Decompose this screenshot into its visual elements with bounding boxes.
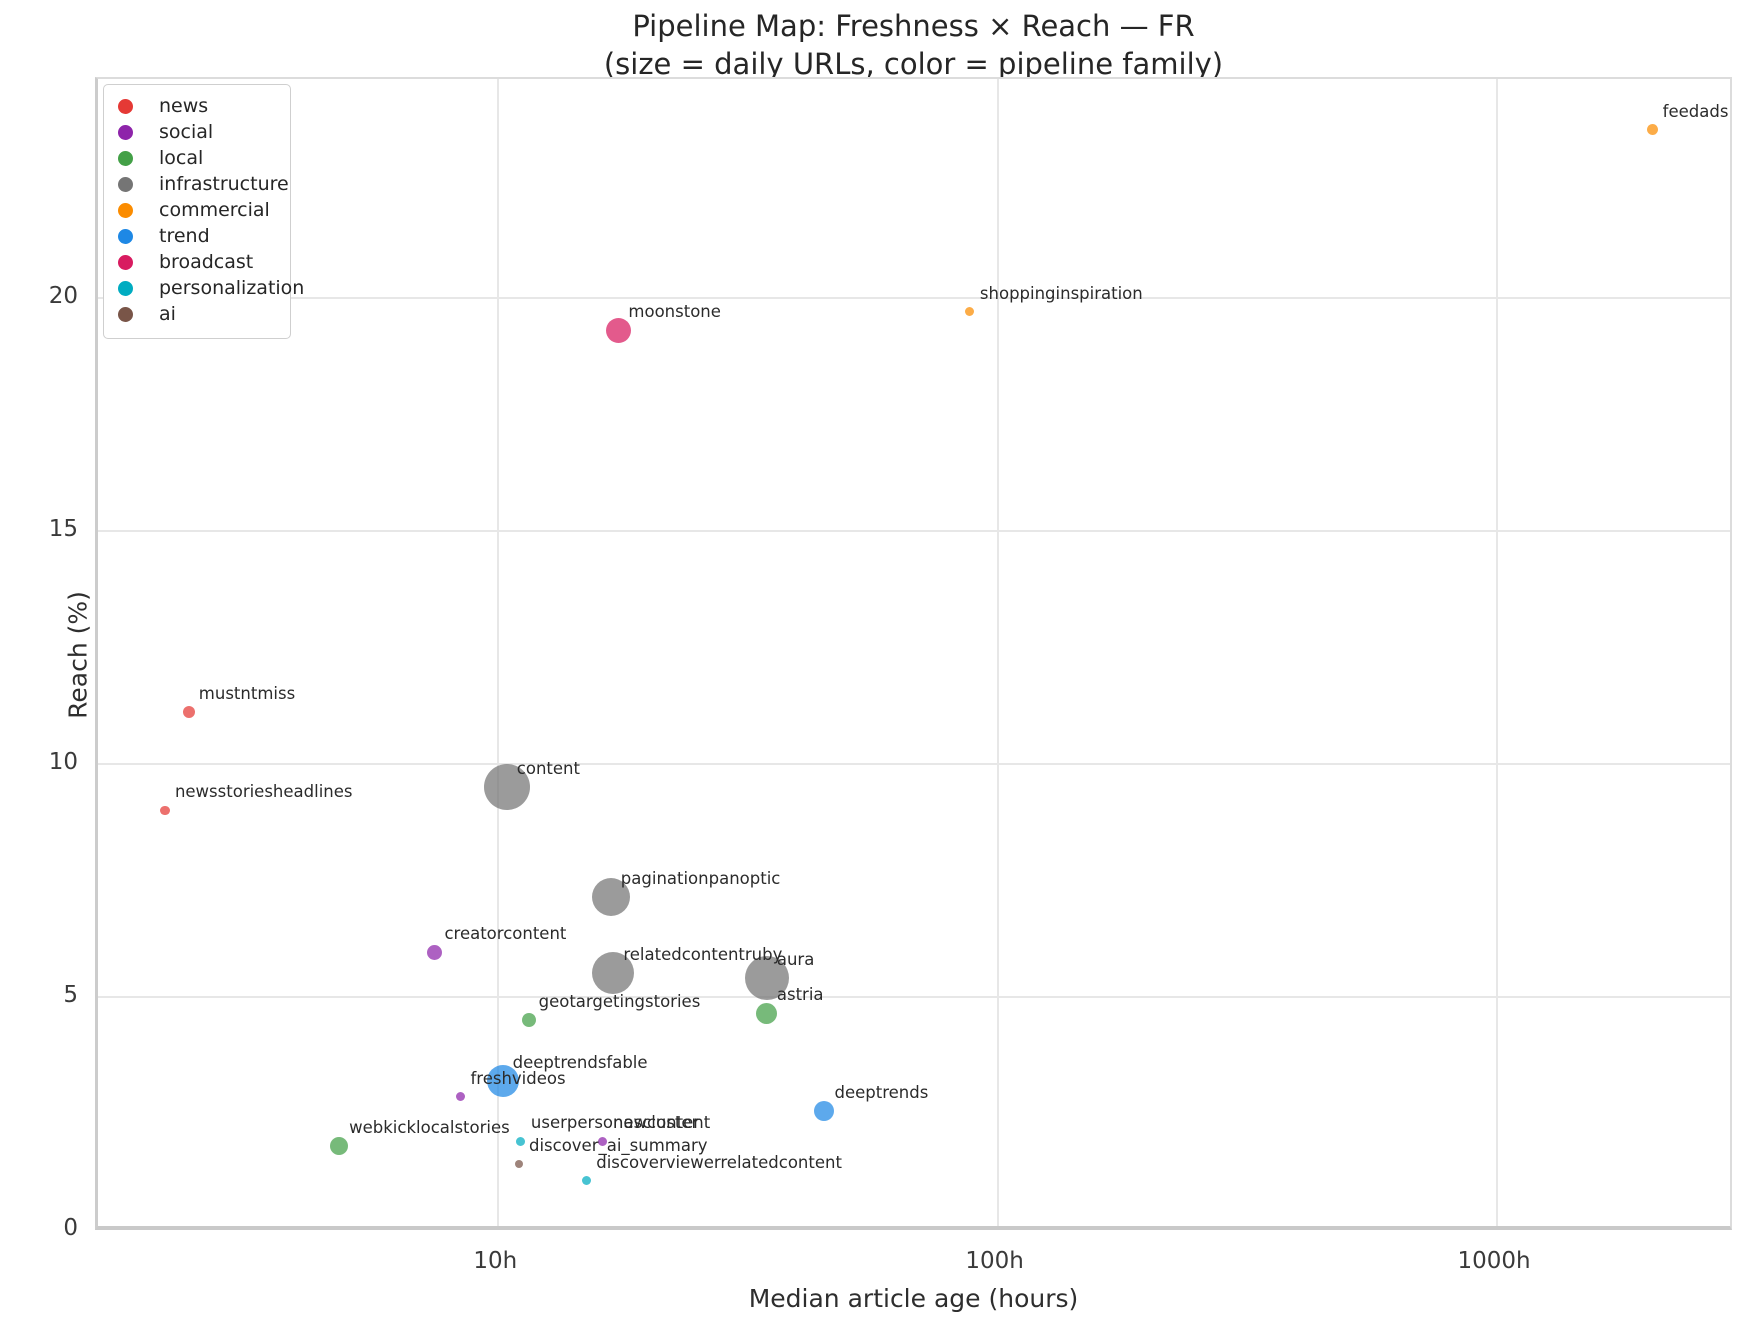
legend-swatch-icon: [118, 150, 133, 166]
data-point-userpersonascluster: [516, 1136, 526, 1146]
legend-label: social: [159, 120, 214, 143]
data-point-label: discoverviewerrelatedcontent: [596, 1152, 842, 1172]
data-point-mustntmiss: [182, 706, 195, 719]
x-tick-label: 100h: [965, 1248, 1024, 1274]
data-point-freshvideos: [455, 1092, 465, 1102]
y-axis-label: Reach (%): [63, 591, 93, 719]
data-point-geotargetingstories: [521, 1013, 536, 1027]
data-point-label: relatedcontentruby: [623, 945, 783, 965]
legend-item-infrastructure: infrastructure: [104, 171, 290, 197]
x-tick-label: 10h: [473, 1248, 518, 1274]
legend-item-commercial: commercial: [104, 197, 290, 223]
y-gridline: [98, 1229, 1730, 1230]
x-gridline: [497, 79, 500, 1226]
legend-swatch-icon: [118, 176, 133, 192]
x-gridline: [996, 79, 999, 1226]
data-point-newcontent: [598, 1136, 608, 1146]
data-point-label: newsstoriesheadlines: [174, 782, 353, 802]
data-point-label: mustntmiss: [198, 684, 296, 704]
legend-item-news: news: [104, 93, 290, 119]
data-point-creatorcontent: [426, 944, 442, 960]
legend-swatch-icon: [118, 229, 133, 245]
data-point-shoppinginspiration: [965, 307, 975, 317]
data-point-moonstone: [605, 317, 631, 343]
data-point-paginationpanoptic: [591, 877, 630, 916]
data-point-label: aura: [776, 950, 815, 970]
x-gridline: [1496, 79, 1498, 1226]
title-block: Pipeline Map: Freshness × Reach — FR (si…: [95, 8, 1732, 82]
data-point-deeptrends: [814, 1100, 835, 1121]
y-gridline: [98, 995, 1730, 998]
data-point-label: webkicklocalstories: [349, 1117, 510, 1137]
legend-item-trend: trend: [104, 223, 290, 249]
chart-subtitle: (size = daily URLs, color = pipeline fam…: [603, 46, 1224, 81]
data-point-newsstoriesheadlines: [160, 805, 170, 815]
data-point-label: astria: [776, 985, 824, 1005]
data-point-discover_ai_summary: [514, 1160, 523, 1169]
legend-label: trend: [159, 225, 210, 248]
data-point-label: creatorcontent: [444, 924, 567, 944]
data-point-label: geotargetingstories: [538, 992, 701, 1012]
legend-label: infrastructure: [159, 172, 289, 195]
legend-swatch-icon: [118, 281, 133, 297]
legend-swatch-icon: [118, 98, 133, 114]
y-gridline: [98, 762, 1730, 765]
chart-title: Pipeline Map: Freshness × Reach — FR: [632, 9, 1195, 43]
y-gridline: [98, 296, 1730, 299]
data-point-label: newcontent: [612, 1113, 711, 1133]
x-axis-label: Median article age (hours): [748, 1284, 1079, 1313]
data-point-label: content: [516, 759, 580, 779]
legend-item-local: local: [104, 145, 290, 171]
legend-label: news: [159, 94, 209, 117]
y-tick-label: 10: [48, 748, 78, 775]
legend-item-social: social: [104, 119, 290, 145]
data-point-relatedcontentruby: [592, 952, 635, 995]
legend-swatch-icon: [118, 255, 133, 271]
data-point-content: [483, 764, 530, 810]
legend-swatch-icon: [118, 202, 133, 218]
data-point-label: shoppinginspiration: [979, 283, 1143, 303]
y-tick-label: 15: [48, 515, 78, 542]
data-point-aura: [744, 956, 789, 1001]
legend-item-personalization: personalization: [104, 276, 304, 302]
legend: news social local infrastructure commercial t…: [103, 84, 304, 339]
data-point-label: deeptrendsfable: [512, 1052, 648, 1072]
y-tick-label: 5: [63, 981, 78, 1008]
data-point-webkicklocalstories: [330, 1136, 349, 1155]
data-point-feedads: [1647, 124, 1659, 136]
legend-label: broadcast: [159, 251, 254, 274]
legend-swatch-icon: [118, 307, 133, 323]
legend-label: local: [159, 146, 204, 169]
data-point-label: moonstone: [628, 302, 721, 322]
legend-label: commercial: [159, 198, 270, 221]
y-gridline: [98, 529, 1730, 532]
legend-item-broadcast: broadcast: [104, 250, 290, 276]
y-tick-label: 20: [48, 282, 78, 309]
data-point-deeptrendsfable: [486, 1064, 519, 1097]
data-point-label: discover_ai_summary: [528, 1136, 708, 1156]
data-point-discoverviewerrelatedcontent: [581, 1176, 591, 1186]
plot-area: content aura relatedcontentruby paginationp…: [95, 77, 1732, 1230]
data-point-astria: [756, 1002, 778, 1024]
data-point-label: feedads: [1662, 101, 1729, 121]
data-point-label: paginationpanoptic: [620, 868, 781, 888]
legend-item-ai: ai: [104, 302, 290, 328]
data-point-label: freshvideos: [470, 1068, 566, 1088]
legend-label: personalization: [159, 277, 305, 300]
y-tick-label: 0: [63, 1214, 78, 1241]
x-tick-label: 1000h: [1457, 1248, 1531, 1274]
legend-label: ai: [159, 303, 176, 326]
data-point-label: deeptrends: [834, 1082, 929, 1102]
data-point-label: userpersonascluster: [530, 1113, 699, 1133]
legend-swatch-icon: [118, 124, 133, 140]
